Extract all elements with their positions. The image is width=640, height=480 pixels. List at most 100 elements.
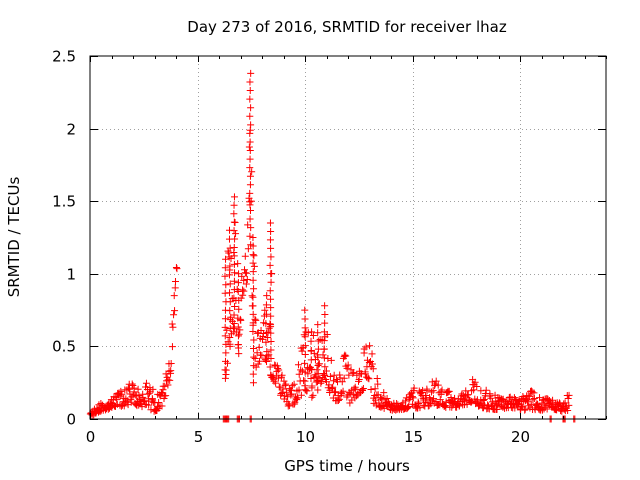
- data-point: [226, 342, 234, 350]
- data-point: [226, 307, 234, 315]
- data-point: [262, 301, 270, 309]
- data-point: [549, 396, 557, 404]
- data-point: [364, 374, 372, 382]
- data-point: [234, 332, 242, 340]
- data-point: [259, 332, 267, 340]
- data-point: [267, 253, 275, 261]
- data-point: [167, 367, 175, 375]
- data-point: [262, 357, 270, 365]
- data-point: [326, 373, 334, 381]
- data-point: [262, 320, 270, 328]
- data-point: [248, 168, 256, 176]
- data-point: [514, 400, 522, 408]
- data-point: [254, 329, 262, 337]
- data-point: [564, 406, 572, 414]
- data-point: [244, 245, 252, 253]
- data-point: [234, 314, 242, 322]
- data-point: [528, 388, 536, 396]
- data-point: [242, 280, 250, 288]
- data-point: [564, 394, 572, 402]
- data-point: [331, 389, 339, 397]
- data-point: [290, 380, 298, 388]
- data-point: [266, 261, 274, 269]
- data-point: [266, 236, 274, 244]
- data-point: [297, 366, 305, 374]
- data-point: [249, 302, 257, 310]
- data-point: [221, 315, 229, 323]
- data-point: [368, 360, 376, 368]
- data-point: [267, 355, 275, 362]
- data-point: [113, 396, 121, 404]
- data-point: [383, 395, 391, 403]
- data-point: [359, 384, 367, 392]
- data-point: [300, 377, 308, 385]
- data-point: [226, 325, 234, 333]
- data-point: [346, 399, 354, 407]
- data-point: [226, 316, 234, 324]
- x-tick-label: 15: [404, 428, 423, 446]
- data-point: [243, 276, 251, 284]
- data-point: [259, 329, 267, 337]
- data-point: [226, 244, 234, 252]
- data-point: [223, 326, 231, 334]
- data-point: [166, 376, 174, 384]
- data-point: [162, 377, 170, 385]
- data-point: [321, 302, 329, 310]
- data-point: [284, 393, 292, 401]
- data-point: [307, 365, 315, 373]
- data-point: [429, 387, 437, 395]
- data-point: [226, 262, 234, 270]
- data-point: [267, 338, 275, 346]
- data-point: [246, 198, 254, 206]
- data-point: [239, 291, 247, 299]
- data-point: [521, 406, 529, 414]
- data-point: [301, 306, 309, 314]
- data-point: [222, 281, 230, 289]
- data-point: [234, 323, 242, 331]
- data-point: [298, 347, 306, 355]
- data-point: [250, 252, 258, 260]
- data-point: [250, 285, 258, 293]
- data-point: [309, 331, 317, 339]
- data-point: [517, 402, 525, 410]
- x-axis-label: GPS time / hours: [284, 457, 410, 475]
- data-point: [234, 260, 242, 268]
- data-point: [245, 143, 253, 151]
- data-point: [240, 276, 248, 284]
- data-point: [524, 398, 532, 406]
- data-point: [477, 387, 485, 395]
- y-axis-label: SRMTID / TECUs: [5, 177, 23, 298]
- data-point: [314, 386, 322, 394]
- data-point: [221, 357, 229, 365]
- data-point: [235, 270, 243, 278]
- data-point: [565, 401, 573, 409]
- data-point: [314, 321, 322, 329]
- data-point: [410, 384, 418, 392]
- data-point: [320, 328, 328, 336]
- data-point: [134, 385, 142, 393]
- data-point: [344, 361, 352, 369]
- x-tick-label: 0: [86, 428, 96, 446]
- data-point: [301, 350, 309, 358]
- data-point: [288, 386, 296, 394]
- data-point: [226, 280, 234, 288]
- data-point: [246, 129, 254, 137]
- data-point: [353, 371, 361, 379]
- data-point: [250, 353, 258, 361]
- data-point: [538, 406, 546, 414]
- data-point: [523, 396, 531, 404]
- data-point: [262, 338, 270, 346]
- data-point: [346, 390, 354, 398]
- data-point: [251, 355, 259, 363]
- data-point: [274, 364, 282, 372]
- data-point: [301, 386, 309, 394]
- data-point: [267, 346, 275, 354]
- data-point: [349, 369, 357, 377]
- data-point: [329, 383, 337, 391]
- y-tick-label: 0: [66, 411, 76, 429]
- data-point: [235, 296, 243, 304]
- data-point: [249, 370, 257, 378]
- data-point: [280, 377, 288, 385]
- data-point: [278, 371, 286, 379]
- data-point: [221, 264, 229, 272]
